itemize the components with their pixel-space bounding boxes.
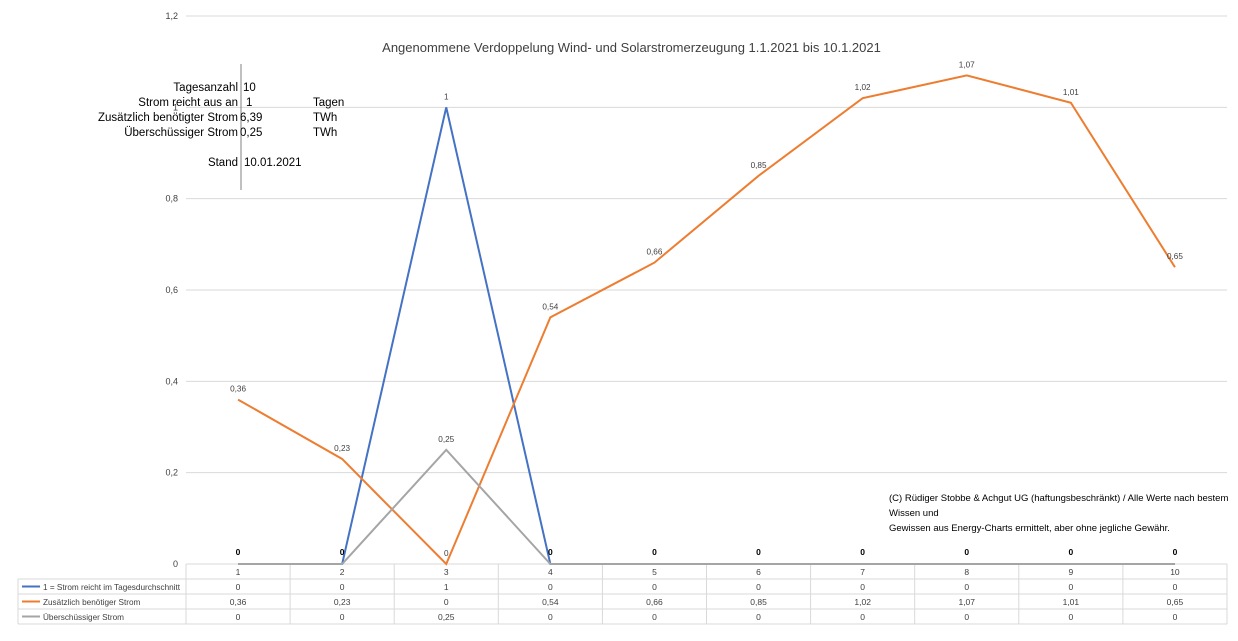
data-label: 0,85 <box>751 161 767 170</box>
table-cell: 0,65 <box>1167 597 1184 607</box>
y-tick-label: 0,4 <box>165 376 178 386</box>
info-label: Stand <box>0 157 238 169</box>
table-cell: 0 <box>548 612 553 622</box>
legend-label: Zusätzlich benötiger Strom <box>43 598 141 607</box>
table-cell: 0 <box>236 612 241 622</box>
table-cell: 0 <box>1173 582 1178 592</box>
y-tick-label: 0 <box>173 559 178 569</box>
data-label: 0,54 <box>542 302 558 311</box>
y-tick-label: 0,8 <box>165 194 178 204</box>
table-cell: 1 <box>444 582 449 592</box>
data-label: 1,02 <box>855 83 871 92</box>
data-label: 0,23 <box>334 444 350 453</box>
table-cell: 0 <box>340 612 345 622</box>
table-cell: 0,25 <box>438 612 455 622</box>
table-cell: 0,23 <box>334 597 351 607</box>
x-category-label: 8 <box>964 567 969 577</box>
baseline-label: 0 <box>756 547 761 557</box>
info-value: 6,39 <box>240 112 262 124</box>
x-category-label: 10 <box>1170 567 1180 577</box>
table-cell: 0 <box>340 582 345 592</box>
table-cell: 0,85 <box>750 597 767 607</box>
table-cell: 1,07 <box>958 597 975 607</box>
table-cell: 0 <box>964 582 969 592</box>
legend-label: 1 = Strom reicht im Tagesdurchschnitt <box>43 583 181 592</box>
baseline-label: 0 <box>652 547 657 557</box>
data-label: 1,01 <box>1063 88 1079 97</box>
table-cell: 0 <box>1068 612 1073 622</box>
table-cell: 1,01 <box>1063 597 1080 607</box>
info-label: Zusätzlich benötigter Strom <box>0 112 238 124</box>
x-category-label: 6 <box>756 567 761 577</box>
info-unit: Tagen <box>313 97 344 109</box>
info-unit: TWh <box>313 112 337 124</box>
legend-label: Überschüssiger Strom <box>43 612 124 622</box>
table-cell: 0 <box>652 612 657 622</box>
data-label: 1,07 <box>959 60 975 69</box>
y-tick-label: 0,2 <box>165 468 178 478</box>
data-label: 0 <box>444 549 449 558</box>
x-category-label: 5 <box>652 567 657 577</box>
baseline-label: 0 <box>548 547 553 557</box>
table-cell: 0 <box>1068 582 1073 592</box>
x-category-label: 4 <box>548 567 553 577</box>
table-cell: 1,02 <box>854 597 871 607</box>
data-label: 1 <box>444 92 449 101</box>
table-cell: 0 <box>860 582 865 592</box>
data-label: 0,65 <box>1167 252 1183 261</box>
x-category-label: 9 <box>1068 567 1073 577</box>
table-cell: 0 <box>548 582 553 592</box>
x-category-label: 2 <box>340 567 345 577</box>
table-cell: 0 <box>860 612 865 622</box>
y-tick-label: 0,6 <box>165 285 178 295</box>
table-cell: 0,36 <box>230 597 247 607</box>
table-cell: 0 <box>236 582 241 592</box>
table-cell: 0 <box>1173 612 1178 622</box>
info-label: Tagesanzahl <box>0 82 238 94</box>
y-tick-label: 1,2 <box>165 11 178 21</box>
info-value: 10.01.2021 <box>244 157 302 169</box>
table-cell: 0 <box>756 582 761 592</box>
baseline-label: 0 <box>340 547 345 557</box>
info-value: 1 <box>246 97 252 109</box>
info-unit: TWh <box>313 127 337 139</box>
copyright-line-1: (C) Rüdiger Stobbe & Achgut UG (haftungs… <box>889 491 1229 521</box>
copyright-line-2: Gewissen aus Energy-Charts ermittelt, ab… <box>889 521 1229 536</box>
table-cell: 0 <box>756 612 761 622</box>
baseline-label: 0 <box>1068 547 1073 557</box>
baseline-label: 0 <box>236 547 241 557</box>
baseline-label: 0 <box>1173 547 1178 557</box>
chart-title: Angenommene Verdoppelung Wind- und Solar… <box>382 40 881 55</box>
data-label: 0,36 <box>230 385 246 394</box>
baseline-label: 0 <box>964 547 969 557</box>
info-value: 10 <box>243 82 256 94</box>
data-label: 0,66 <box>646 248 662 257</box>
table-cell: 0 <box>652 582 657 592</box>
table-cell: 0,54 <box>542 597 559 607</box>
x-category-label: 3 <box>444 567 449 577</box>
table-cell: 0 <box>964 612 969 622</box>
x-category-label: 1 <box>236 567 241 577</box>
table-cell: 0 <box>444 597 449 607</box>
data-label: 0,25 <box>438 435 454 444</box>
baseline-label: 0 <box>860 547 865 557</box>
info-label: Überschüssiger Strom <box>0 127 238 139</box>
info-label: Strom reicht aus an <box>0 97 238 109</box>
table-cell: 0,66 <box>646 597 663 607</box>
copyright-note: (C) Rüdiger Stobbe & Achgut UG (haftungs… <box>889 491 1229 536</box>
info-value: 0,25 <box>240 127 262 139</box>
x-category-label: 7 <box>860 567 865 577</box>
